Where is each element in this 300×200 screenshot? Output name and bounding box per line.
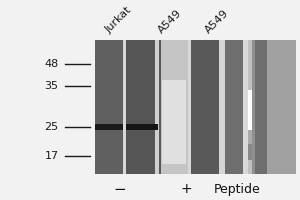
Text: 48: 48 <box>44 59 58 69</box>
Text: +: + <box>180 182 192 196</box>
FancyBboxPatch shape <box>126 40 154 174</box>
FancyBboxPatch shape <box>94 124 123 130</box>
Text: A549: A549 <box>203 8 230 35</box>
FancyBboxPatch shape <box>159 40 188 174</box>
Text: 35: 35 <box>44 81 58 91</box>
FancyBboxPatch shape <box>248 40 252 174</box>
FancyBboxPatch shape <box>160 40 188 174</box>
Text: A549: A549 <box>156 8 184 35</box>
FancyBboxPatch shape <box>126 124 158 130</box>
Text: Peptide: Peptide <box>214 182 260 196</box>
FancyBboxPatch shape <box>219 40 225 174</box>
Text: 25: 25 <box>44 122 58 132</box>
FancyBboxPatch shape <box>248 90 252 130</box>
FancyBboxPatch shape <box>248 130 252 144</box>
FancyBboxPatch shape <box>162 80 186 164</box>
FancyBboxPatch shape <box>94 40 296 174</box>
FancyBboxPatch shape <box>154 40 159 174</box>
Text: −: − <box>114 182 126 196</box>
FancyBboxPatch shape <box>190 40 219 174</box>
Text: 17: 17 <box>44 151 58 161</box>
FancyBboxPatch shape <box>267 40 270 174</box>
FancyBboxPatch shape <box>248 144 252 160</box>
FancyBboxPatch shape <box>255 40 267 174</box>
FancyBboxPatch shape <box>94 40 123 174</box>
FancyBboxPatch shape <box>252 40 255 174</box>
Text: Jurkat: Jurkat <box>104 5 134 35</box>
FancyBboxPatch shape <box>248 70 252 90</box>
FancyBboxPatch shape <box>270 40 296 174</box>
FancyBboxPatch shape <box>225 40 243 174</box>
